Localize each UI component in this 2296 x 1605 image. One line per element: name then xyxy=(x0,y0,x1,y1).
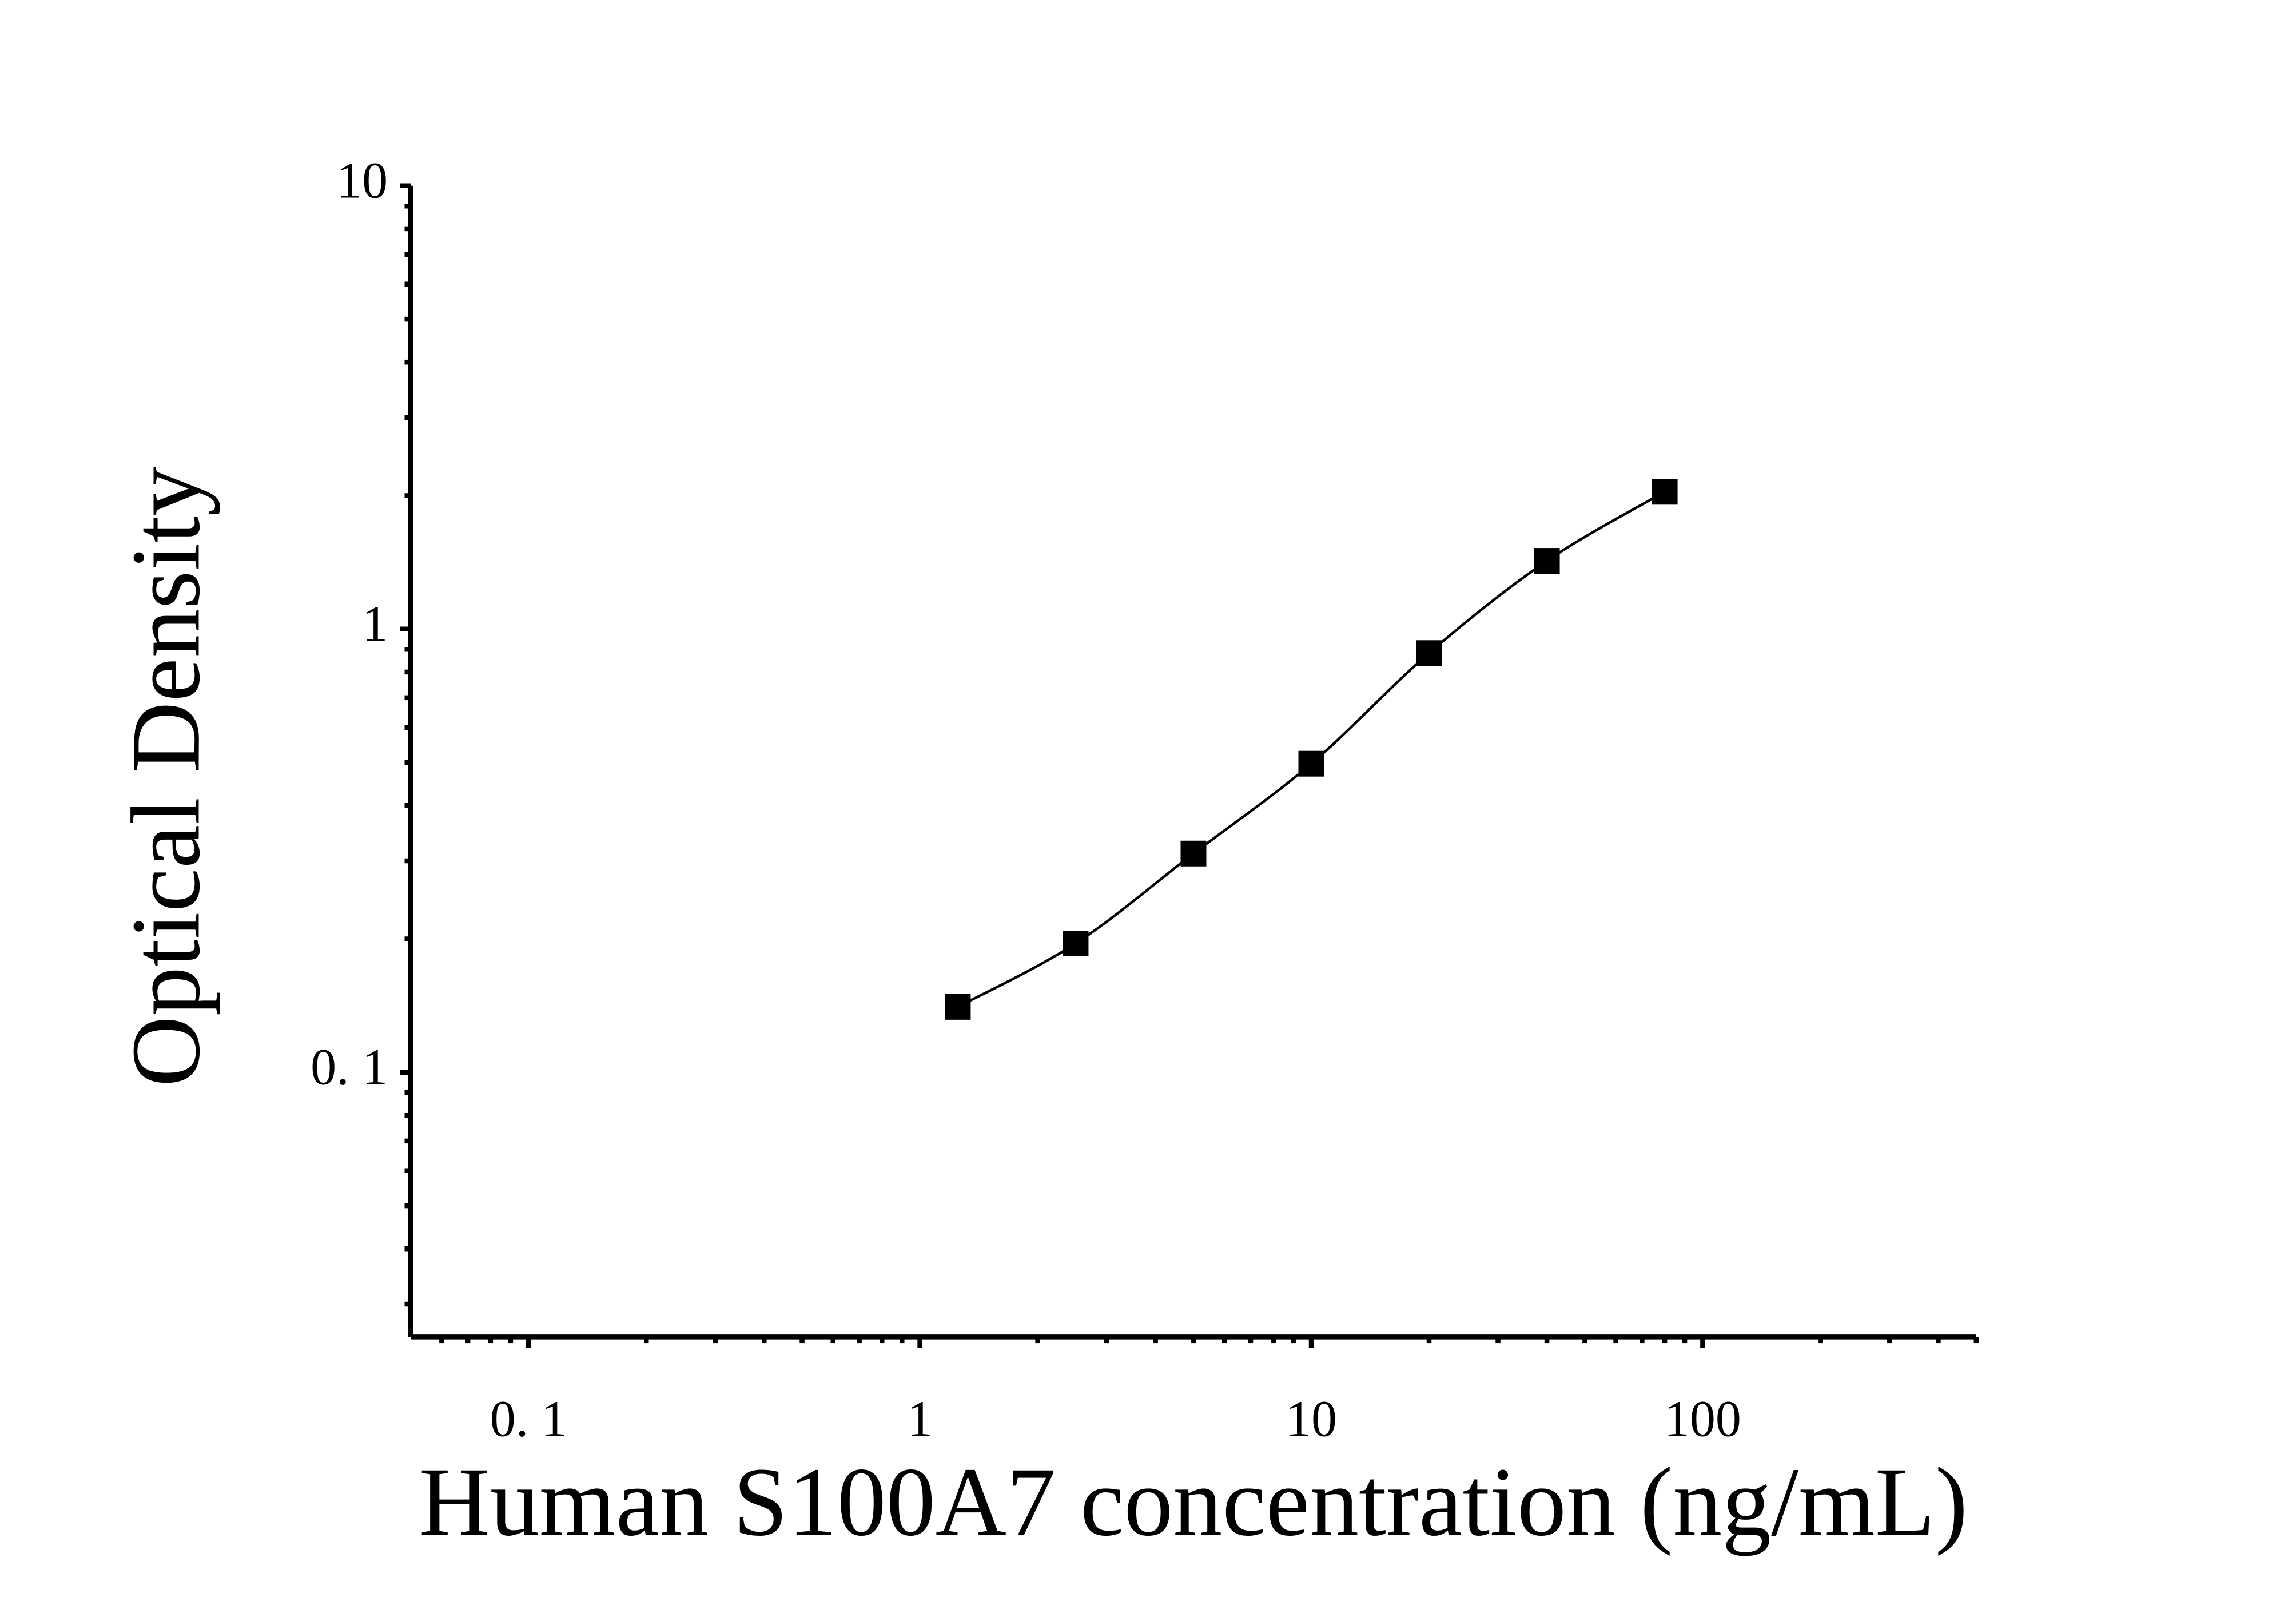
svg-text:0. 1: 0. 1 xyxy=(311,1039,388,1095)
svg-text:0. 1: 0. 1 xyxy=(490,1391,567,1448)
svg-text:1: 1 xyxy=(362,595,388,652)
svg-text:Optical Density: Optical Density xyxy=(112,467,220,1087)
svg-text:1: 1 xyxy=(907,1391,933,1448)
svg-text:100: 100 xyxy=(1664,1391,1741,1448)
svg-text:Human S100A7 concentration (ng: Human S100A7 concentration (ng/mL) xyxy=(419,1448,1968,1556)
svg-text:10: 10 xyxy=(336,152,388,209)
svg-text:10: 10 xyxy=(1286,1391,1337,1448)
